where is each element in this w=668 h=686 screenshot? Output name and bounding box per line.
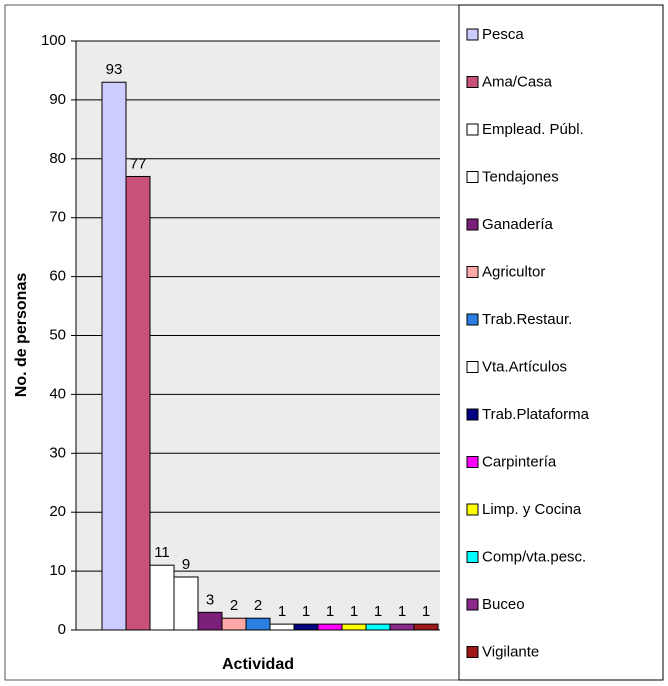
data-label: 2 — [254, 597, 262, 614]
legend-label: Ganadería — [482, 216, 554, 233]
legend-swatch — [466, 408, 479, 421]
legend-label: Emplead. Públ. — [482, 121, 584, 138]
legend-label: Agricultor — [482, 263, 545, 280]
legend-label: Buceo — [482, 596, 525, 613]
legend-swatch — [466, 76, 479, 88]
data-label: 93 — [106, 61, 123, 78]
y-tick-label: 10 — [49, 562, 66, 579]
data-label: 1 — [422, 603, 430, 620]
legend-label: Comp/vta.pesc. — [482, 548, 586, 565]
data-label: 9 — [182, 556, 190, 573]
data-label: 11 — [154, 544, 170, 561]
legend-label: Vigilante — [482, 643, 539, 660]
data-label: 1 — [302, 603, 310, 620]
legend-swatch — [466, 551, 479, 563]
bar — [413, 623, 439, 631]
legend-label: Tendajones — [482, 168, 559, 185]
bar — [365, 623, 391, 631]
legend-label: Vta.Artículos — [482, 358, 567, 375]
legend-swatch — [466, 456, 479, 468]
data-label: 1 — [326, 603, 334, 620]
bar — [245, 617, 271, 631]
legend-label: Limp. y Cocina — [482, 501, 582, 518]
legend-label: Pesca — [482, 26, 524, 43]
y-tick-label: 100 — [41, 32, 66, 49]
data-label: 1 — [374, 603, 382, 620]
bar — [389, 623, 415, 631]
x-axis-label: Actividad — [222, 656, 294, 673]
legend-swatch — [466, 598, 479, 611]
legend-swatch — [466, 503, 479, 516]
bar — [173, 576, 199, 631]
data-label: 1 — [350, 603, 358, 620]
y-tick-label: 20 — [49, 503, 66, 520]
legend-swatch — [466, 266, 479, 278]
data-label: 3 — [206, 591, 214, 608]
bar — [269, 623, 295, 631]
legend-swatch — [466, 313, 479, 326]
legend-swatch — [466, 361, 479, 373]
y-tick-label: 30 — [49, 444, 66, 461]
y-tick-label: 50 — [49, 326, 66, 343]
legend-label: Trab.Restaur. — [482, 311, 572, 328]
y-tick-label: 90 — [49, 91, 66, 108]
y-axis-label: No. de personas — [13, 273, 30, 398]
bar — [317, 623, 343, 631]
legend-swatch — [466, 171, 479, 183]
y-tick-label: 40 — [49, 385, 66, 402]
bar — [293, 623, 319, 631]
y-tick-label: 0 — [58, 621, 66, 638]
legend-swatch — [466, 646, 479, 658]
bar — [197, 611, 223, 631]
y-tick-label: 70 — [49, 209, 66, 226]
legend-box — [458, 4, 664, 681]
bar — [125, 175, 151, 631]
legend-swatch — [466, 218, 479, 231]
bar — [341, 623, 367, 631]
legend-swatch — [466, 123, 479, 136]
data-label: 1 — [398, 603, 406, 620]
y-tick-label: 60 — [49, 268, 66, 285]
data-label: 2 — [230, 597, 238, 614]
data-label: 1 — [278, 603, 286, 620]
bar — [221, 617, 247, 631]
legend-swatch — [466, 28, 479, 41]
legend-label: Trab.Plataforma — [482, 406, 590, 423]
bar — [149, 564, 175, 631]
y-tick-label: 80 — [49, 150, 66, 167]
legend-label: Carpintería — [482, 453, 557, 470]
data-label: 77 — [130, 155, 147, 172]
bar — [101, 81, 127, 631]
legend-label: Ama/Casa — [482, 73, 553, 90]
